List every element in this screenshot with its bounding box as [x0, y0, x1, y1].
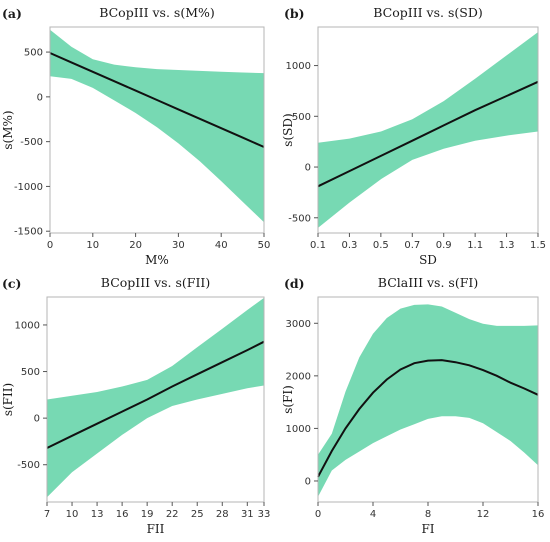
confidence-band	[318, 32, 538, 228]
panel-2: 0.1 0.3 0.5 0.7 0.9 1.1 1.3 1.5 -500 0 500 1000 BCop…	[281, 5, 546, 267]
y-axis-label: s(M%)	[1, 110, 15, 149]
panel-label: (c)	[2, 276, 21, 291]
y-tick-label: -1500	[14, 227, 43, 238]
confidence-band	[47, 297, 264, 498]
x-tick-label: 22	[166, 509, 179, 520]
y-tick-label: 500	[24, 48, 43, 59]
panel-label: (b)	[284, 6, 305, 21]
y-tick-label: 2000	[286, 371, 311, 382]
x-tick-label: 40	[215, 240, 228, 251]
x-axis-label: M%	[145, 253, 169, 267]
x-tick-label: 25	[191, 509, 204, 520]
x-tick-label: 10	[66, 509, 79, 520]
x-tick-label: 0.1	[310, 240, 326, 251]
chart-title: BCopIII vs. s(FII)	[101, 275, 210, 290]
y-tick-label: -1000	[14, 182, 43, 193]
y-tick-label: 1000	[286, 61, 311, 72]
fit-line	[46, 340, 265, 449]
x-tick-label: 4	[370, 509, 376, 520]
y-tick-label: 0	[305, 476, 311, 487]
y-tick-label: 500	[21, 367, 40, 378]
y-tick-label: 1000	[286, 424, 311, 435]
panel-1: 0 10 20 30 40 50 -1500 -1000 -500 0 500 BCopIII vs.…	[1, 5, 270, 267]
x-tick-label: 0.5	[373, 240, 389, 251]
y-tick-label: -500	[20, 137, 43, 148]
x-tick-label: 13	[91, 509, 104, 520]
confidence-band	[50, 29, 264, 223]
x-tick-label: 16	[116, 509, 129, 520]
y-axis-label: s(SD)	[281, 113, 295, 146]
x-tick-label: 0	[47, 240, 53, 251]
x-tick-label: 0	[315, 509, 321, 520]
x-tick-label: 30	[172, 240, 185, 251]
confidence-band	[318, 304, 538, 497]
chart-title: BClaIII vs. s(FI)	[378, 275, 478, 290]
chart-title: BCopIII vs. s(M%)	[99, 5, 215, 20]
x-tick-label: 31	[241, 509, 254, 520]
panel-label: (a)	[2, 6, 22, 21]
x-tick-label: 0.3	[341, 240, 357, 251]
x-tick-label: 1.1	[467, 240, 483, 251]
y-tick-label: 500	[292, 112, 311, 123]
plot-frame	[49, 26, 265, 234]
x-tick-label: 1.5	[530, 240, 546, 251]
x-tick-label: 0.7	[404, 240, 420, 251]
panel-4: 0 4 8 12 16 0 1000 2000 3000 BClaIII vs. s(FI) FI s…	[281, 275, 544, 536]
panel-3: 7 10 13 16 19 22 25 28 31 33 -500 0 500 1000 BCopIII v…	[1, 275, 270, 536]
x-tick-label: 19	[141, 509, 154, 520]
x-tick-label: 33	[258, 509, 271, 520]
x-tick-label: 20	[129, 240, 142, 251]
panel-label: (d)	[284, 276, 305, 291]
x-tick-label: 1.3	[499, 240, 515, 251]
x-axis-label: FI	[421, 522, 434, 536]
x-tick-label: 50	[258, 240, 271, 251]
y-tick-label: 1000	[15, 320, 40, 331]
x-tick-label: 28	[216, 509, 229, 520]
x-tick-label: 7	[44, 509, 50, 520]
x-axis-label: FII	[147, 522, 165, 536]
x-tick-label: 8	[425, 509, 431, 520]
y-tick-label: 0	[34, 414, 40, 425]
plot-frame	[317, 26, 539, 234]
fit-line	[317, 359, 539, 478]
y-tick-label: 3000	[286, 319, 311, 330]
y-tick-label: 0	[305, 163, 311, 174]
y-axis-label: s(FI)	[281, 385, 295, 414]
x-axis-label: SD	[419, 253, 437, 267]
x-tick-label: 16	[532, 509, 545, 520]
y-tick-label: -500	[288, 213, 311, 224]
x-tick-label: 0.9	[436, 240, 452, 251]
y-tick-label: 0	[37, 92, 43, 103]
y-axis-label: s(FII)	[1, 383, 15, 416]
y-tick-label: -500	[17, 460, 40, 471]
chart-title: BCopIII vs. s(SD)	[373, 5, 482, 20]
x-tick-label: 10	[86, 240, 99, 251]
x-tick-label: 12	[477, 509, 490, 520]
plot-frame	[46, 296, 265, 503]
fit-line	[317, 80, 539, 188]
fit-line	[49, 52, 265, 148]
